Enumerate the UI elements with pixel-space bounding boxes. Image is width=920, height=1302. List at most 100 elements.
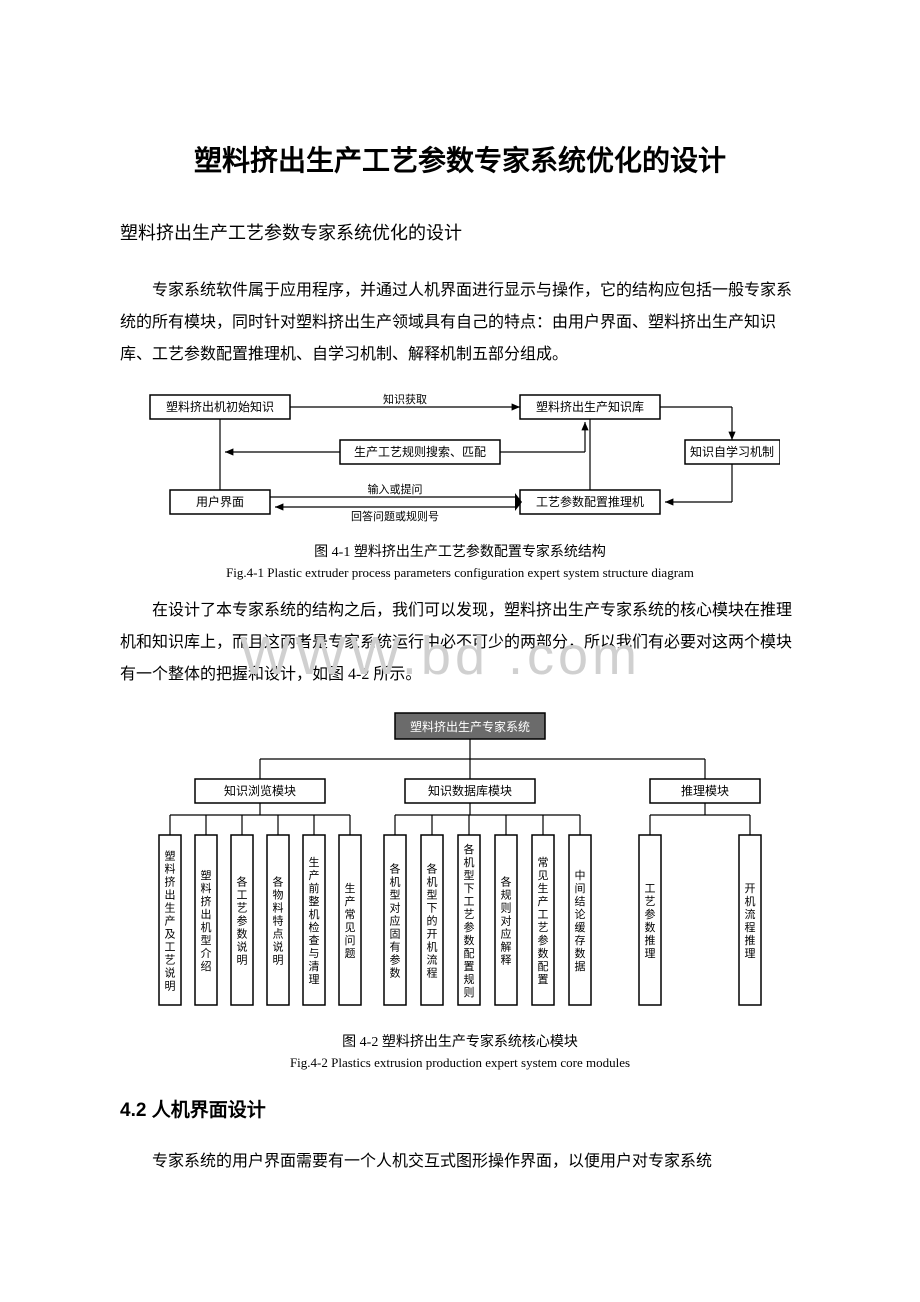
fig2-leaf-g1-0: 料 [165, 861, 176, 875]
fig2-leaf-g2-1: 下 [427, 902, 438, 914]
fig2-leaf-g3-0: 参 [645, 907, 656, 921]
fig2-leaf-g2-0: 机 [390, 874, 401, 888]
fig2-leaf-g2-2: 机 [464, 855, 475, 869]
fig2-leaf-g1-5: 题 [345, 947, 356, 960]
fig2-caption-en: Fig.4-2 Plastics extrusion production ex… [120, 1055, 800, 1071]
fig2-leaf-g1-4: 理 [309, 973, 320, 986]
fig2-leaf-g1-3: 说 [273, 939, 284, 953]
fig2-leaf-g2-1: 机 [427, 939, 438, 953]
paragraph-1: 专家系统软件属于应用程序，并通过人机界面进行显示与操作，它的结构应包括一般专家系… [120, 275, 800, 371]
fig2-leaf-g2-4: 置 [538, 973, 549, 986]
fig2-leaf-g2-0: 参 [390, 952, 401, 966]
fig2-leaf-g2-1: 程 [427, 966, 438, 979]
fig2-leaf-g1-3: 料 [273, 900, 284, 914]
fig2-leaf-g2-3: 应 [501, 926, 512, 940]
fig2-leaf-g2-3: 对 [501, 913, 512, 927]
fig2-leaf-g1-0: 产 [165, 913, 176, 927]
fig1-node-1: 塑料挤出机初始知识 [166, 399, 274, 414]
figure-4-1: 塑料挤出机初始知识 生产工艺规则搜索、匹配 用户界面 塑料挤出生产知识库 工艺参… [140, 385, 780, 535]
fig2-leaf-g2-5: 存 [575, 933, 586, 947]
fig2-leaf-g1-5: 生 [345, 881, 356, 895]
fig2-leaf-g1-0: 挤 [165, 874, 176, 888]
fig1-node-6: 知识自学习机制 [690, 444, 774, 459]
fig2-leaf-g1-3: 明 [273, 953, 284, 966]
fig2-leaf-g1-5: 问 [345, 934, 356, 947]
fig2-leaf-g2-2: 型 [464, 868, 475, 882]
fig2-leaf-g1-1: 挤 [201, 894, 212, 908]
fig1-edge-label-2: 输入或提问 [368, 482, 423, 496]
fig2-mid-0: 知识浏览模块 [224, 783, 296, 798]
fig2-leaf-g3-1: 流 [745, 907, 756, 921]
fig2-leaf-g1-1: 塑 [201, 868, 212, 882]
fig2-leaf-g2-2: 规 [464, 972, 475, 986]
fig2-leaf-g2-5: 缓 [575, 921, 586, 934]
fig2-leaf-g2-4: 工 [538, 909, 549, 921]
fig2-leaf-g1-1: 料 [201, 881, 212, 895]
fig2-leaf-g1-0: 说 [165, 965, 176, 979]
subtitle: 塑料挤出生产工艺参数专家系统优化的设计 [120, 219, 800, 245]
fig2-leaf-g2-4: 常 [538, 856, 549, 869]
fig2-leaf-g3-0: 理 [645, 947, 656, 960]
fig2-leaf-g2-4: 数 [538, 947, 549, 960]
fig2-leaf-g1-4: 检 [309, 920, 320, 934]
fig1-node-5: 工艺参数配置推理机 [536, 494, 644, 509]
fig2-leaf-g3-1: 开 [745, 883, 756, 895]
fig2-leaf-g2-2: 各 [464, 842, 475, 856]
fig2-leaf-g2-1: 流 [427, 952, 438, 966]
fig2-leaf-g1-5: 产 [345, 894, 356, 908]
figure-4-2: 塑料挤出生产专家系统 知识浏览模块 知识数据库模块 推理模块 塑料挤出生产及工艺… [140, 705, 780, 1025]
fig2-leaf-g1-2: 各 [237, 874, 248, 888]
fig2-leaf-g1-0: 艺 [165, 953, 176, 966]
fig2-leaf-g2-1: 开 [427, 928, 438, 940]
fig2-leaf-g1-4: 查 [309, 933, 320, 947]
fig2-leaf-g1-4: 生 [309, 855, 320, 869]
fig2-leaf-g2-1: 各 [427, 861, 438, 875]
fig2-leaf-g3-0: 数 [645, 921, 656, 934]
fig2-leaf-g2-2: 下 [464, 883, 475, 895]
fig2-leaf-g2-3: 释 [501, 953, 512, 966]
fig2-leaf-g2-0: 各 [390, 861, 401, 875]
fig2-leaf-g2-4: 生 [538, 881, 549, 895]
fig2-root: 塑料挤出生产专家系统 [410, 719, 530, 734]
fig2-leaf-g2-3: 各 [501, 874, 512, 888]
fig2-leaf-g2-3: 解 [501, 939, 512, 953]
fig2-leaf-g1-2: 参 [237, 913, 248, 927]
fig2-leaf-g1-4: 清 [309, 960, 320, 973]
fig2-leaf-g1-2: 数 [237, 927, 248, 940]
fig2-leaf-g2-2: 则 [464, 986, 475, 999]
fig2-leaf-g1-4: 机 [309, 907, 320, 921]
fig2-leaf-g3-1: 推 [745, 933, 756, 947]
paragraph-3: 专家系统的用户界面需要有一个人机交互式图形操作界面，以便用户对专家系统 [120, 1146, 800, 1178]
paragraph-2: 在设计了本专家系统的结构之后，我们可以发现，塑料挤出生产专家系统的核心模块在推理… [120, 595, 800, 691]
document-page: 塑料挤出生产工艺参数专家系统优化的设计 塑料挤出生产工艺参数专家系统优化的设计 … [0, 0, 920, 1302]
fig2-leaf-g2-0: 数 [390, 966, 401, 979]
fig2-leaf-g2-2: 参 [464, 920, 475, 934]
fig2-leaf-g2-1: 的 [427, 913, 438, 927]
fig2-leaf-g2-5: 论 [575, 907, 586, 921]
fig2-leaf-g2-0: 对 [390, 900, 401, 914]
fig2-leaf-g2-1: 机 [427, 874, 438, 888]
fig2-leaf-g1-4: 整 [309, 894, 320, 908]
fig1-node-2: 生产工艺规则搜索、匹配 [354, 444, 486, 459]
fig2-leaf-g2-4: 艺 [538, 921, 549, 934]
fig2-leaf-g1-5: 常 [345, 908, 356, 921]
fig2-leaf-g1-0: 生 [165, 900, 176, 914]
fig2-leaf-g1-1: 绍 [201, 959, 212, 973]
fig2-leaf-g2-5: 据 [575, 959, 586, 973]
fig2-leaf-g1-0: 出 [165, 887, 176, 901]
fig2-leaf-g2-0: 型 [390, 887, 401, 901]
fig2-mid-1: 知识数据库模块 [428, 783, 512, 798]
fig1-caption-cn: 图 4-1 塑料挤出生产工艺参数配置专家系统结构 [120, 541, 800, 561]
fig2-leaf-g3-1: 机 [745, 894, 756, 908]
fig2-leaf-g1-1: 出 [201, 907, 212, 921]
fig2-leaf-g2-0: 固 [390, 927, 401, 940]
fig2-leaf-g2-2: 工 [464, 896, 475, 908]
fig2-leaf-g2-5: 数 [575, 947, 586, 960]
fig2-leaf-g2-5: 间 [575, 882, 586, 895]
fig1-node-3: 用户界面 [196, 494, 244, 509]
fig2-leaf-g1-0: 工 [165, 941, 176, 953]
fig2-leaf-g1-2: 艺 [237, 901, 248, 914]
fig2-leaf-g3-1: 程 [745, 921, 756, 934]
fig2-leaf-g2-4: 产 [538, 894, 549, 908]
fig2-leaf-g2-2: 置 [464, 960, 475, 973]
